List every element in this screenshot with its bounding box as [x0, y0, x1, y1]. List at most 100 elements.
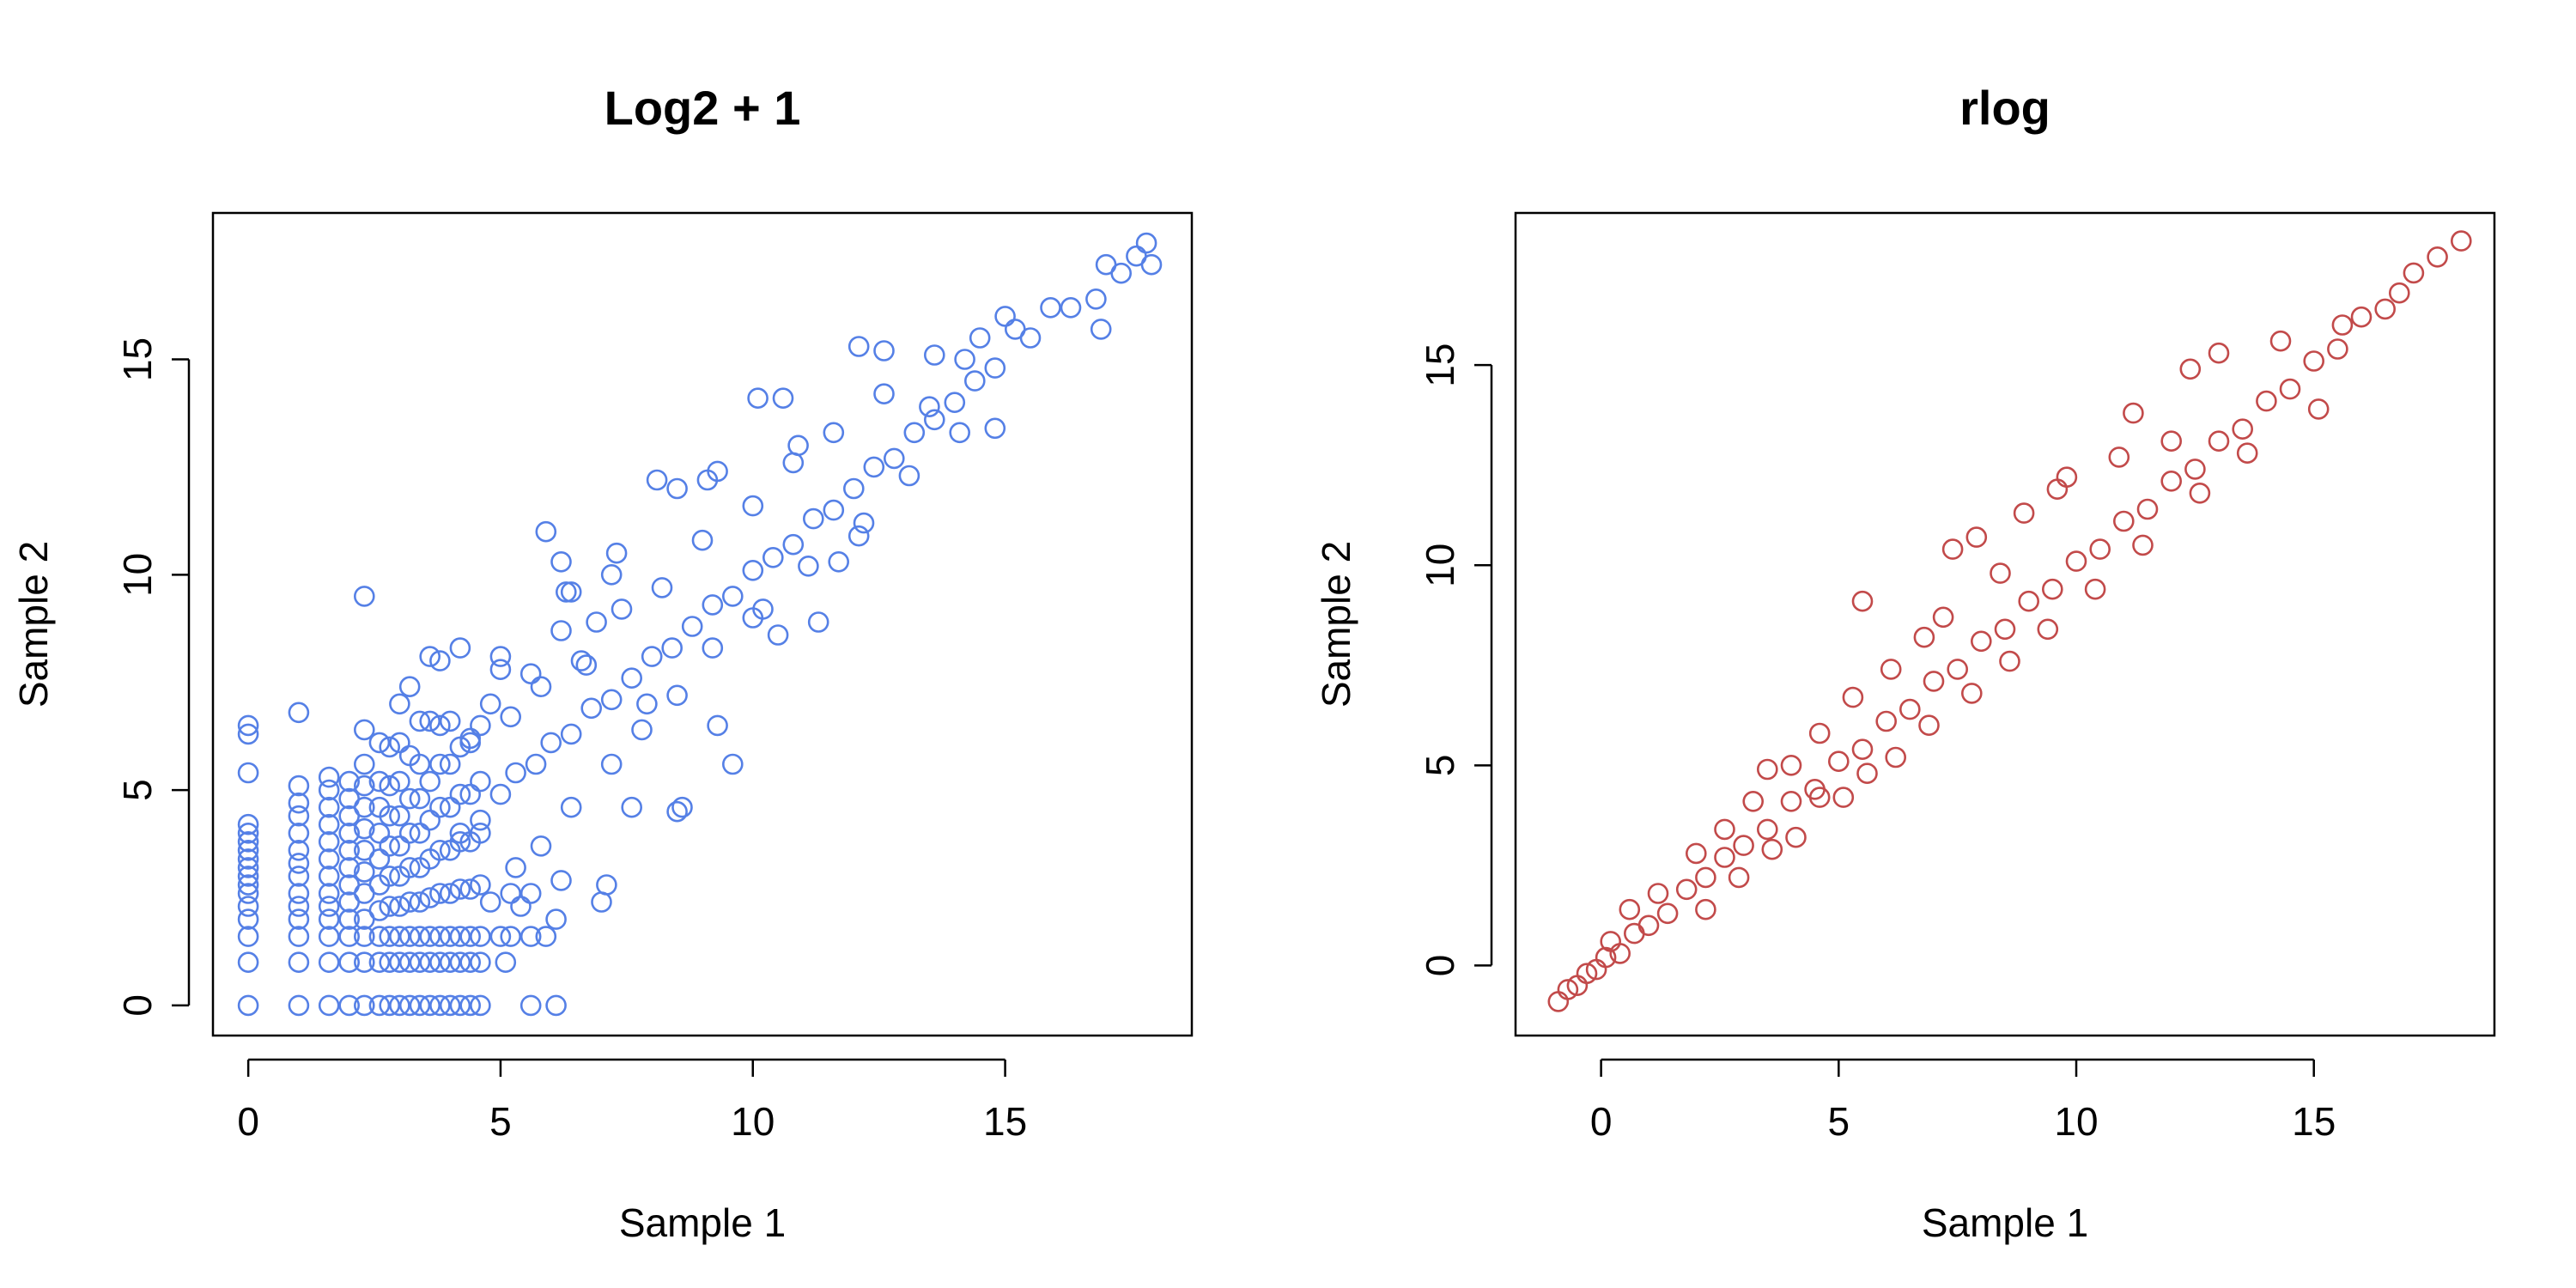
plot-title: rlog	[1959, 81, 2050, 135]
data-point	[338, 951, 361, 973]
data-point	[379, 775, 401, 797]
x-tick-label: 10	[2054, 1099, 2098, 1144]
data-point	[429, 839, 451, 861]
data-point	[802, 507, 824, 530]
data-point	[470, 926, 491, 947]
data-point	[368, 770, 391, 793]
data-point	[1714, 847, 1735, 868]
data-point	[288, 994, 310, 1017]
data-point	[782, 452, 805, 474]
data-point	[828, 550, 850, 573]
data-point	[449, 951, 471, 973]
data-point	[1686, 842, 1707, 865]
data-point	[489, 926, 512, 947]
data-point	[807, 611, 829, 633]
data-point	[853, 512, 875, 534]
data-point	[409, 926, 431, 947]
data-point	[379, 736, 401, 758]
x-axis-label: Sample 1	[1922, 1200, 2088, 1245]
data-point	[489, 646, 512, 667]
data-point	[389, 805, 410, 827]
data-point	[2065, 550, 2087, 572]
data-point	[600, 753, 623, 775]
data-point	[1557, 979, 1579, 1000]
data-point	[691, 529, 714, 551]
data-point	[1880, 659, 1902, 680]
data-point	[237, 857, 259, 878]
data-point	[2184, 459, 2206, 480]
data-point	[318, 813, 340, 835]
data-point	[288, 853, 310, 874]
data-point	[666, 477, 688, 500]
data-point	[459, 878, 482, 900]
data-point	[449, 994, 471, 1017]
data-point	[237, 839, 259, 861]
data-point	[368, 732, 391, 754]
data-point	[318, 830, 340, 853]
data-point	[2232, 418, 2253, 440]
data-point	[288, 883, 310, 904]
data-point	[1714, 818, 1735, 841]
data-point	[519, 883, 542, 904]
data-point	[550, 620, 572, 641]
data-point	[318, 926, 340, 947]
data-point	[237, 866, 259, 887]
data-point	[873, 383, 895, 405]
data-point	[389, 926, 410, 947]
data-point	[237, 714, 259, 737]
data-point	[1965, 526, 1988, 548]
data-point	[1913, 626, 1935, 648]
data-point	[398, 926, 421, 947]
data-point	[2123, 402, 2144, 424]
data-point	[2084, 578, 2106, 600]
data-point	[707, 460, 728, 483]
data-point	[1695, 898, 1716, 920]
data-point	[318, 994, 340, 1017]
data-point	[747, 387, 769, 410]
data-point	[470, 770, 491, 793]
data-point	[600, 563, 623, 586]
data-point	[1600, 931, 1621, 952]
data-point	[1547, 991, 1570, 1012]
data-point	[449, 878, 471, 900]
data-point	[762, 546, 784, 568]
data-point	[1856, 762, 1878, 785]
data-point	[338, 926, 361, 947]
data-point	[2113, 510, 2135, 532]
data-point	[368, 994, 391, 1017]
data-point	[671, 796, 693, 818]
data-point	[842, 477, 865, 500]
data-point	[439, 710, 461, 732]
data-point	[353, 796, 375, 818]
x-axis: 0 5 10 15	[1590, 1058, 2336, 1144]
data-point	[1941, 538, 1964, 560]
data-point	[368, 900, 391, 921]
data-point	[470, 874, 491, 896]
data-point	[525, 753, 547, 775]
data-point	[510, 896, 532, 917]
data-point	[545, 908, 567, 930]
data-point	[1675, 878, 1698, 901]
data-point	[898, 465, 920, 487]
data-point	[353, 586, 375, 607]
data-point	[600, 689, 623, 711]
x-axis-label: Sample 1	[619, 1200, 786, 1245]
y-axis-label: Sample 2	[11, 541, 56, 708]
data-point	[2236, 442, 2258, 465]
data-point	[379, 896, 401, 917]
data-point	[742, 559, 764, 581]
data-point	[560, 581, 582, 603]
data-point	[470, 994, 491, 1017]
data-point	[459, 951, 482, 973]
data-point	[398, 676, 421, 698]
data-point	[586, 611, 607, 633]
data-point	[318, 951, 340, 973]
data-point	[519, 994, 542, 1017]
data-point	[752, 598, 774, 620]
data-point	[389, 951, 410, 973]
data-point	[2208, 342, 2230, 364]
y-tick-label: 5	[1418, 755, 1462, 777]
data-point	[1899, 698, 1921, 720]
data-point	[1040, 296, 1061, 319]
